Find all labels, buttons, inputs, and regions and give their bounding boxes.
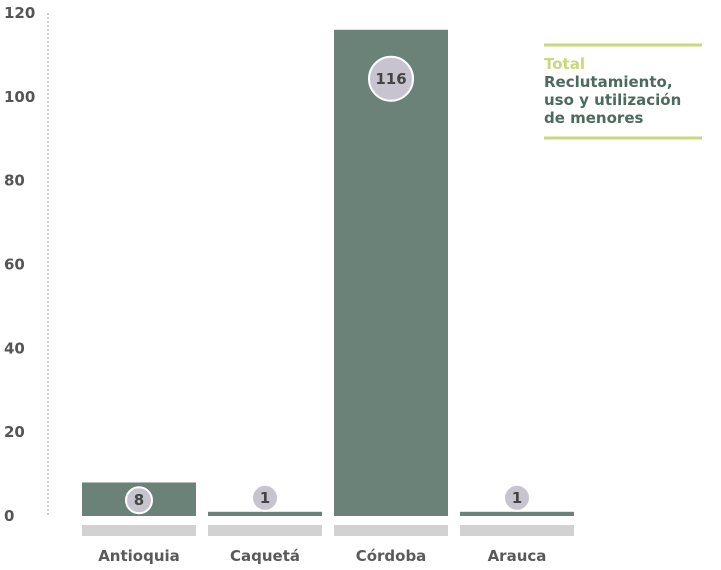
legend-series-line-2: uso y utilización	[544, 91, 681, 109]
y-tick-label: 0	[4, 507, 14, 525]
bar	[208, 511, 322, 516]
value-badges: 8 1 116 1	[125, 55, 531, 515]
y-tick-label: 40	[4, 339, 25, 357]
badge-circle	[251, 483, 279, 512]
y-tick-label: 120	[4, 4, 35, 22]
value-badge: 1	[503, 483, 531, 512]
y-tick-label: 80	[4, 172, 25, 190]
bar	[334, 29, 448, 517]
category-label: Antioquia	[98, 547, 180, 565]
y-tick-label: 20	[4, 423, 25, 441]
data-label: 116	[375, 70, 406, 88]
category-labels: Antioquia Caquetá Córdoba Arauca	[98, 547, 546, 565]
value-badge: 1	[251, 483, 279, 512]
badge-circle	[503, 483, 531, 512]
data-label: 1	[512, 489, 522, 507]
bar-base	[460, 525, 574, 536]
legend-total-label: Total	[544, 55, 585, 73]
data-label: 1	[260, 489, 270, 507]
category-label: Córdoba	[356, 547, 427, 565]
legend-series-line-3: de menores	[544, 109, 643, 127]
category-label: Caquetá	[230, 547, 300, 565]
badge-circle	[125, 486, 153, 515]
y-axis: 0 20 40 60 80 100 120	[4, 4, 49, 525]
value-badge: 116	[368, 55, 414, 102]
y-tick-label: 100	[4, 88, 35, 106]
bar-base	[334, 525, 448, 536]
bar	[460, 511, 574, 516]
badge-circle	[368, 55, 414, 102]
y-tick-label: 60	[4, 256, 25, 274]
legend: Total Reclutamiento, uso y utilización d…	[544, 43, 702, 140]
category-label: Arauca	[488, 547, 547, 565]
bar-base	[82, 525, 196, 536]
bars	[82, 29, 574, 517]
bar-base	[208, 525, 322, 536]
bar-bases	[82, 525, 574, 536]
value-badge: 8	[125, 486, 153, 515]
data-label: 8	[134, 491, 144, 509]
legend-series-line-1: Reclutamiento,	[544, 73, 673, 91]
